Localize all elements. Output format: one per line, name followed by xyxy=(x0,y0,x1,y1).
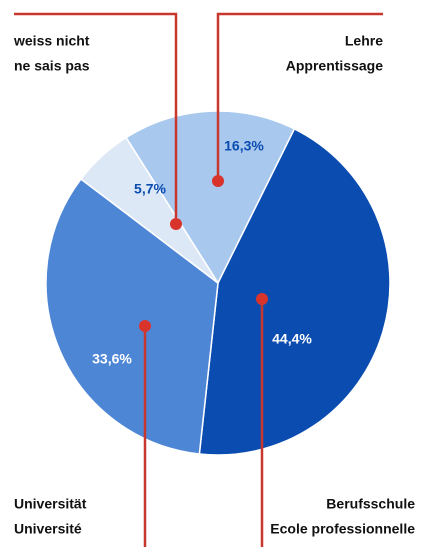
category-label: weiss nicht xyxy=(13,33,90,49)
value-label: 33,6% xyxy=(92,351,132,367)
value-label: 44,4% xyxy=(272,331,312,347)
value-label: 5,7% xyxy=(134,181,166,197)
category-label: Apprentissage xyxy=(286,58,383,74)
leader-line xyxy=(216,12,383,181)
leaders xyxy=(14,12,383,547)
pie xyxy=(45,110,391,456)
leader-line xyxy=(14,12,178,224)
category-label: Ecole professionnelle xyxy=(270,521,415,537)
leader-dot xyxy=(170,218,182,230)
pie-slice xyxy=(125,110,296,285)
category-label: Lehre xyxy=(345,33,383,49)
leader-dot xyxy=(256,293,268,305)
category-label: ne sais pas xyxy=(14,58,90,74)
category-label: Université xyxy=(14,521,82,537)
leader-dot xyxy=(212,175,224,187)
pie-slice xyxy=(45,178,219,455)
pie-slice xyxy=(198,127,391,456)
leader-dot xyxy=(139,320,151,332)
category-label: Universität xyxy=(14,496,87,512)
category-label: Berufsschule xyxy=(326,496,415,512)
pie-slice xyxy=(79,136,219,284)
value-label: 16,3% xyxy=(224,138,264,154)
